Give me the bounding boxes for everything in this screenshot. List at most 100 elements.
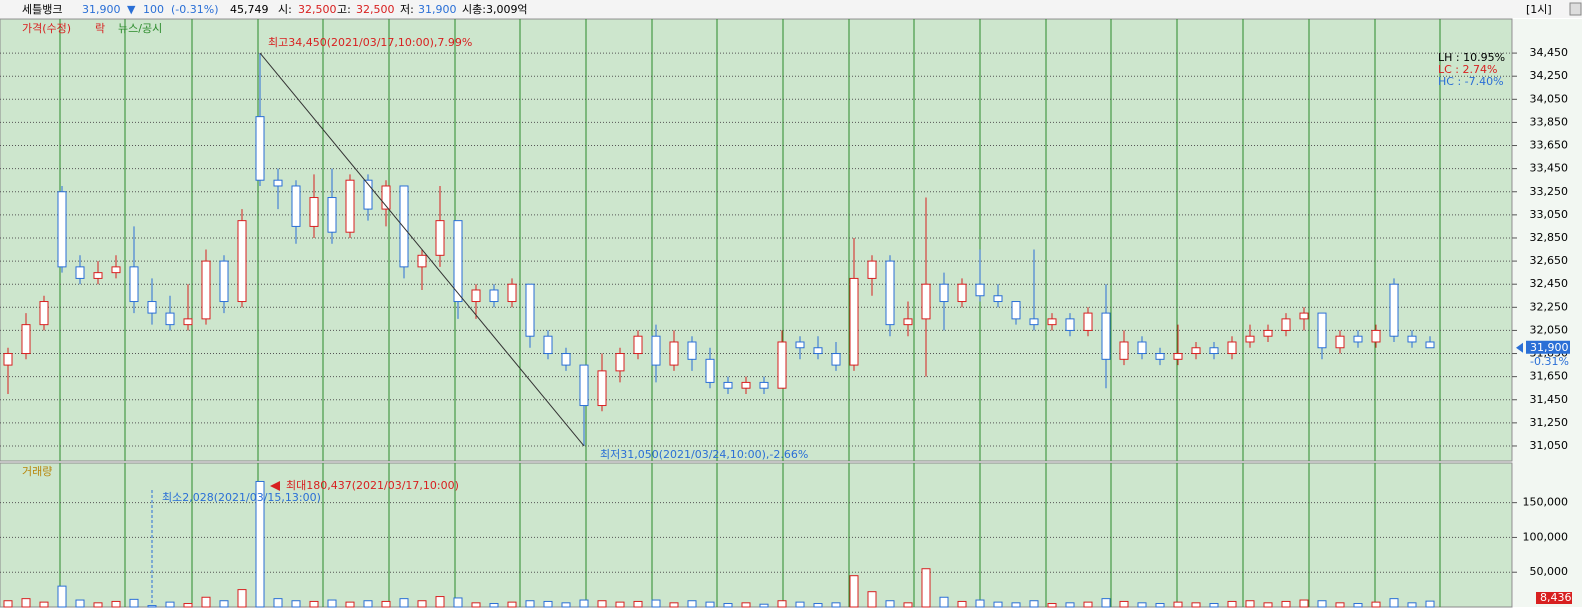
high-note: 최고34,450(2021/03/17,10:00),7.99%	[268, 36, 472, 49]
low-label: 저:	[400, 3, 414, 16]
volume-bar	[615, 601, 625, 608]
stat-hc: HC : -7.40%	[1438, 75, 1504, 88]
volume-bar	[831, 602, 841, 608]
candle-body	[831, 353, 841, 366]
open-label: 시:	[278, 3, 292, 16]
axis-area	[1513, 19, 1582, 607]
candle-body	[651, 335, 661, 366]
volume-bar	[1209, 603, 1219, 608]
candle-body	[741, 381, 751, 389]
volume-bar	[255, 480, 265, 608]
volume-bar	[777, 600, 787, 608]
volume-bar	[237, 589, 247, 608]
volume-bar	[1065, 602, 1075, 608]
volume-bar	[345, 601, 355, 608]
header-bar	[0, 0, 1582, 18]
legend-price: 가격(수정)	[22, 22, 71, 35]
candle-body	[381, 185, 391, 210]
volume-bar	[453, 597, 463, 608]
volume-bar	[1047, 603, 1057, 608]
candle-body	[1425, 341, 1435, 349]
volume-bar	[1083, 601, 1093, 608]
y-tick-label: 31,250	[1530, 416, 1569, 429]
candle-body	[57, 191, 67, 268]
high: 32,500	[356, 3, 395, 16]
last-arrow	[1516, 342, 1523, 353]
volume-bar	[273, 598, 283, 608]
volume-bar	[1335, 602, 1345, 608]
y-tick-label: 34,050	[1530, 92, 1569, 105]
volume-bar	[795, 601, 805, 608]
volume-bar	[309, 600, 319, 608]
low-note: 최저31,050(2021/03/24,10:00),-2.66%	[600, 448, 808, 461]
volume-bar	[471, 602, 481, 608]
candle-body	[93, 272, 103, 279]
volume-bar	[1173, 601, 1183, 608]
legend-rock: 락	[95, 22, 105, 35]
volume-bar	[75, 599, 85, 608]
y-tick-label: 31,450	[1530, 393, 1569, 406]
candle-body	[993, 295, 1003, 303]
market-cap: 시총:3,009억	[462, 3, 528, 16]
volume-bar	[705, 601, 715, 608]
last-price: 31,900	[1530, 341, 1569, 354]
candle-body	[705, 358, 715, 383]
volume-bar	[507, 601, 517, 608]
interval[interactable]: [1시]	[1526, 3, 1552, 16]
volume-bar	[1101, 598, 1111, 608]
stat-lc: LC : 2.74%	[1438, 63, 1497, 76]
candle-body	[3, 353, 13, 366]
y-tick-label: 34,250	[1530, 69, 1569, 82]
volume-bar	[435, 596, 445, 608]
volume-bar	[903, 602, 913, 608]
volume-bar	[1119, 600, 1129, 608]
volume-bar	[885, 600, 895, 608]
volume-bar	[201, 596, 211, 608]
close-button[interactable]	[1569, 2, 1582, 16]
volume-bar	[39, 601, 49, 608]
y-tick-label: 33,050	[1530, 208, 1569, 221]
candle-body	[363, 179, 373, 210]
candle-body	[21, 324, 31, 355]
volume-bar	[579, 599, 589, 608]
candle-body	[885, 260, 895, 326]
volume-title: 거래량	[22, 465, 52, 478]
price-panel	[0, 18, 1513, 462]
candle-body	[435, 220, 445, 256]
low: 31,900	[418, 3, 457, 16]
last-volume-box	[1536, 592, 1572, 604]
volume-bar	[219, 600, 229, 608]
y-tick-label: 32,050	[1530, 323, 1569, 336]
candle-body	[471, 289, 481, 303]
y-tick-label: 33,450	[1530, 162, 1569, 175]
candle-body	[327, 197, 337, 233]
volume-bar	[1353, 603, 1363, 608]
volume-bar	[651, 599, 661, 608]
volume-bar	[1317, 600, 1327, 608]
candle-body	[507, 283, 517, 303]
candle-body	[777, 341, 787, 389]
high-label: 고:	[337, 3, 351, 16]
candle-body	[561, 353, 571, 366]
y-tick-label: 32,850	[1530, 231, 1569, 244]
candle-body	[75, 266, 85, 279]
candle-body	[345, 179, 355, 233]
candle-body	[1011, 301, 1021, 320]
volume-bar	[525, 600, 535, 608]
y-tick-label: 32,650	[1530, 254, 1569, 267]
y-tick-label: 32,250	[1530, 300, 1569, 313]
candle-body	[1317, 312, 1327, 349]
volume: 45,749	[230, 3, 269, 16]
candle-body	[399, 185, 409, 268]
max-note: 최대180,437(2021/03/17,10:00)	[286, 479, 459, 492]
volume-bar	[363, 600, 373, 608]
volume-bar	[849, 575, 859, 608]
volume-bar	[957, 600, 967, 608]
candle-body	[489, 289, 499, 303]
volume-bar	[867, 591, 877, 608]
candle-body	[237, 220, 247, 303]
min-note: 최소2,028(2021/03/15,13:00)	[162, 491, 321, 504]
volume-bar	[1155, 603, 1165, 608]
volume-bar	[993, 601, 1003, 608]
